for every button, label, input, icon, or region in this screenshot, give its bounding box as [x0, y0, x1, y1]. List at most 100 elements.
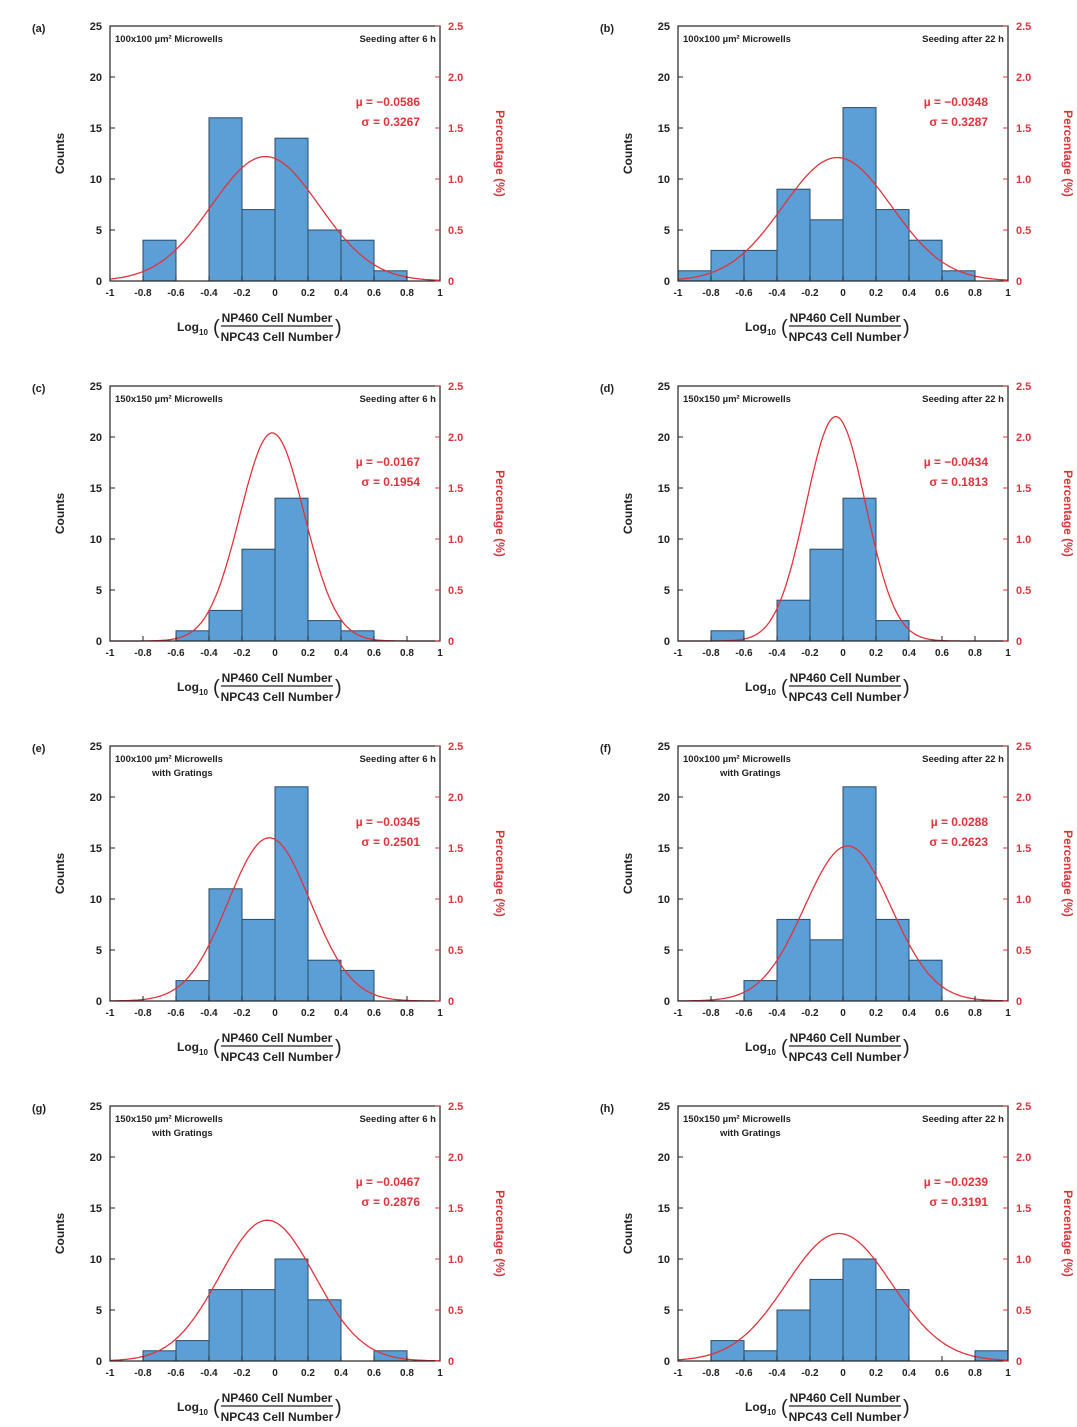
y2-axis-label: Percentage (%): [1061, 830, 1075, 917]
y-tick-label: 25: [90, 741, 102, 753]
sigma-annotation: σ = 0.1813: [929, 475, 988, 489]
y-axis-label: Counts: [53, 1213, 67, 1255]
histogram-bar: [776, 599, 811, 642]
x-tick-label: 0.6: [367, 1368, 381, 1379]
histogram-bar: [274, 1258, 309, 1362]
x-tick-label: -0.8: [702, 288, 720, 299]
x-axis-log-prefix: Log: [177, 680, 199, 694]
panel-label: (d): [600, 383, 614, 395]
x-tick-label: -0.6: [735, 288, 753, 299]
mean-annotation: µ = −0.0239: [924, 1175, 989, 1189]
y-tick-label: 10: [90, 1254, 102, 1266]
x-tick-label: -0.2: [233, 288, 251, 299]
x-tick-label: -0.2: [801, 288, 819, 299]
y2-tick-label: 2.5: [1016, 1101, 1031, 1113]
histogram-bar: [208, 888, 243, 1002]
x-tick-label: -1: [674, 1368, 683, 1379]
y-axis-label: Counts: [621, 1213, 635, 1255]
y2-axis-label: Percentage (%): [493, 470, 507, 557]
histogram-bar: [307, 620, 342, 642]
histogram-bar: [908, 959, 943, 1002]
histogram-bar: [710, 1340, 745, 1362]
y2-tick-label: 0: [1016, 996, 1022, 1008]
histogram-bar: [307, 1299, 342, 1362]
histogram-bar: [208, 609, 243, 642]
x-tick-label: -0.6: [167, 1008, 185, 1019]
x-tick-label: 0.8: [400, 1008, 414, 1019]
x-axis-open-paren: (: [213, 1037, 220, 1059]
x-axis-log-prefix: Log: [177, 1400, 199, 1414]
x-tick-label: -1: [106, 1008, 115, 1019]
y2-tick-label: 1.5: [448, 1203, 463, 1215]
microwell-size-label: 100x100 µm² Microwells: [115, 34, 223, 45]
histogram-bar: [908, 239, 943, 282]
x-axis-close-paren: ): [903, 317, 910, 339]
x-axis-close-paren: ): [335, 317, 342, 339]
x-tick-label: 1: [1005, 288, 1011, 299]
x-axis-denominator: NPC43 Cell Number: [789, 1410, 902, 1424]
x-tick-label: -0.8: [134, 1368, 152, 1379]
y-tick-label: 20: [658, 792, 670, 804]
y2-tick-label: 2.0: [448, 792, 463, 804]
y2-tick-label: 0.5: [448, 225, 463, 237]
x-tick-label: -0.8: [702, 648, 720, 659]
seeding-time-label: Seeding after 22 h: [922, 394, 1004, 405]
y2-tick-label: 2.5: [1016, 381, 1031, 393]
histogram-bar: [776, 1309, 811, 1362]
x-tick-label: 0.6: [367, 648, 381, 659]
histogram-bar: [776, 188, 811, 282]
x-tick-label: 0.4: [902, 288, 916, 299]
y-tick-label: 15: [658, 1203, 670, 1215]
x-axis-numerator: NP460 Cell Number: [222, 671, 333, 685]
x-axis-numerator: NP460 Cell Number: [790, 1031, 901, 1045]
y2-tick-label: 0.5: [448, 945, 463, 957]
y2-axis-label: Percentage (%): [493, 1190, 507, 1277]
x-tick-label: 0.8: [968, 1368, 982, 1379]
y-axis-label: Counts: [53, 853, 67, 895]
y2-axis-label: Percentage (%): [1061, 470, 1075, 557]
panel-label: (c): [32, 383, 46, 395]
x-tick-label: -0.4: [200, 1008, 218, 1019]
y2-tick-label: 2.0: [1016, 72, 1031, 84]
y-tick-label: 10: [90, 894, 102, 906]
x-axis-denominator: NPC43 Cell Number: [221, 1410, 334, 1424]
y-tick-label: 5: [664, 1305, 670, 1317]
x-tick-label: -0.4: [200, 288, 218, 299]
x-tick-label: 0: [840, 648, 846, 659]
x-tick-label: 0.8: [400, 288, 414, 299]
mean-annotation: µ = −0.0434: [924, 455, 989, 469]
y2-tick-label: 0.5: [448, 585, 463, 597]
seeding-time-label: Seeding after 6 h: [359, 394, 436, 405]
y2-tick-label: 2.0: [1016, 432, 1031, 444]
histogram-bar: [241, 918, 276, 1002]
gaussian-fit-curve: [110, 837, 440, 1002]
y-tick-label: 5: [664, 945, 670, 957]
y2-tick-label: 0: [448, 1356, 454, 1368]
gaussian-fit-curve: [109, 155, 440, 281]
x-tick-label: 0.4: [334, 288, 348, 299]
y-tick-label: 0: [664, 1356, 670, 1368]
x-axis-open-paren: (: [781, 677, 788, 699]
microwell-size-label: 150x150 µm² Microwells: [683, 394, 791, 405]
microwell-type-label: with Gratings: [719, 1128, 781, 1139]
histogram-bar: [208, 117, 243, 282]
y-tick-label: 0: [96, 996, 102, 1008]
x-axis-denominator: NPC43 Cell Number: [221, 1050, 334, 1064]
x-axis-numerator: NP460 Cell Number: [790, 311, 901, 325]
x-tick-label: 0.6: [935, 288, 949, 299]
y2-tick-label: 1.5: [448, 123, 463, 135]
y2-tick-label: 1.5: [448, 843, 463, 855]
x-tick-label: -0.4: [200, 648, 218, 659]
x-tick-label: -1: [674, 288, 683, 299]
x-tick-label: 0.8: [968, 648, 982, 659]
y-tick-label: 0: [664, 996, 670, 1008]
y-tick-label: 25: [90, 381, 102, 393]
y2-tick-label: 1.0: [448, 1254, 463, 1266]
seeding-time-label: Seeding after 22 h: [922, 34, 1004, 45]
x-axis-log-subscript: 10: [767, 328, 776, 337]
y2-tick-label: 2.0: [1016, 792, 1031, 804]
